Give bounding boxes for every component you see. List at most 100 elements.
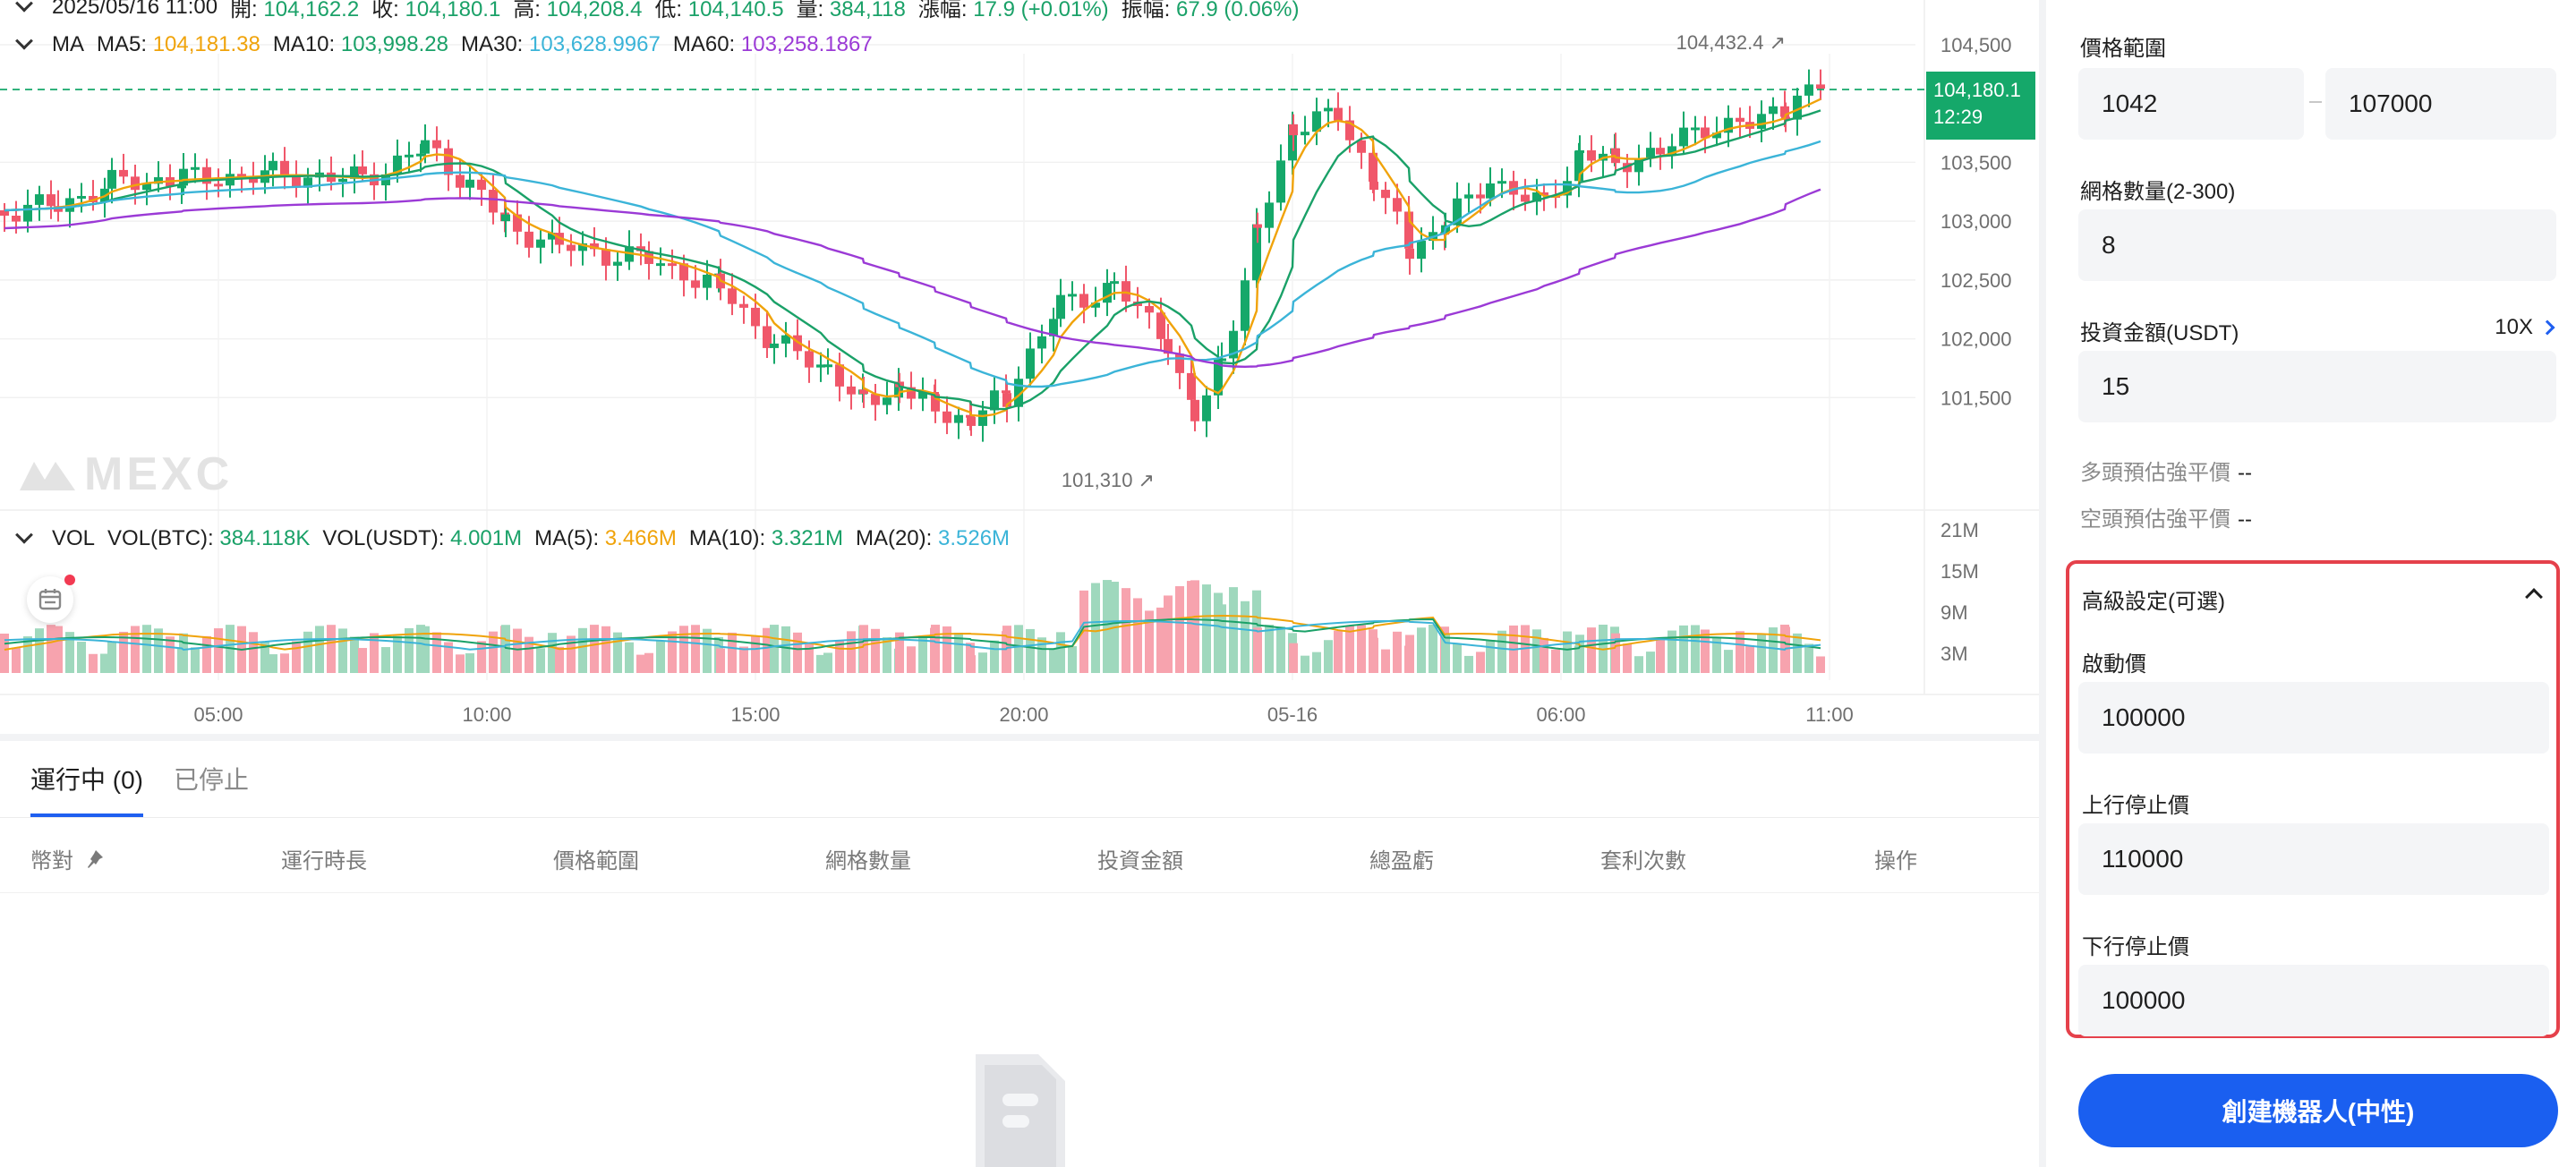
orders-section: 運行中 (0) 已停止 幣對 運行時長 價格範圍 網格數量 投資金額 總盈虧 套… — [0, 734, 2039, 1167]
volume-bar — [567, 635, 576, 673]
volume-bar — [1757, 635, 1766, 673]
volume-bar — [644, 652, 653, 673]
investment-input[interactable]: 15 — [2078, 351, 2556, 422]
time-tick-label: 20:00 — [999, 703, 1048, 726]
vol-usdt-value: 4.001M — [450, 526, 523, 550]
candle-up — [142, 183, 151, 191]
candle-up — [770, 343, 779, 348]
volume-bar — [1712, 638, 1721, 673]
pin-icon[interactable] — [82, 848, 106, 871]
candle-up — [536, 239, 545, 248]
candle-up — [954, 414, 963, 423]
volume-bar — [895, 632, 904, 673]
price-high-input[interactable]: 107000 — [2325, 68, 2556, 140]
volume-bar — [1312, 652, 1321, 673]
candle-up — [1091, 302, 1100, 308]
upper-stop-input[interactable]: 110000 — [2078, 823, 2549, 895]
candle-down — [931, 394, 940, 412]
volume-bar — [1217, 604, 1226, 673]
volume-bar — [1724, 650, 1733, 673]
candle-up — [1103, 283, 1112, 303]
vol-collapse-chevron-icon[interactable] — [15, 525, 33, 544]
candle-up — [1014, 379, 1023, 407]
ma-collapse-chevron-icon[interactable] — [15, 31, 33, 50]
mexc-watermark-logo: MEXC — [18, 447, 233, 501]
volume-bar — [954, 632, 963, 673]
volume-bar — [89, 653, 98, 673]
volume-bar — [679, 626, 688, 673]
leverage-selector[interactable]: 10X — [2495, 315, 2555, 340]
candle-down — [1476, 194, 1485, 199]
candle-up — [23, 204, 32, 222]
vol-label[interactable]: VOL — [52, 526, 96, 550]
candle-down — [1393, 198, 1402, 212]
candle-up — [1037, 336, 1046, 349]
candle-down — [1405, 248, 1414, 260]
candle-down — [1540, 192, 1548, 195]
candle-down — [1816, 84, 1825, 89]
volume-bar — [728, 632, 737, 673]
candle-up — [1668, 146, 1676, 155]
candle-down — [943, 411, 951, 423]
volume-bar — [0, 634, 9, 673]
candle-down — [12, 216, 21, 222]
volume-bar — [489, 631, 498, 673]
vol-btc-value: 384.118K — [219, 526, 311, 550]
chart-canvas[interactable]: 104,500 103,500 103,000 102,500 102,000 101,5… — [0, 0, 2039, 734]
volume-bar — [1540, 637, 1548, 673]
lower-stop-input[interactable]: 100000 — [2078, 965, 2549, 1036]
volume-bar — [191, 647, 200, 673]
price-tick-label: 102,000 — [1941, 328, 2012, 351]
time-tick-label: 06:00 — [1536, 703, 1585, 726]
volume-bar — [119, 631, 128, 673]
short-liq-value: -- — [2238, 507, 2252, 532]
kline-chart[interactable]: 104,500 103,500 103,000 102,500 102,000 101,5… — [0, 0, 2039, 734]
candle-up — [1769, 106, 1778, 115]
candle-up — [1056, 294, 1065, 319]
candle-up — [1679, 127, 1688, 147]
volume-bar — [1049, 649, 1058, 673]
candle-down — [601, 249, 610, 266]
ma30-line — [4, 140, 1821, 388]
low-price-mark: 101,310 ↗ — [1062, 469, 1155, 491]
price-tick-label: 103,500 — [1941, 151, 2012, 174]
price-tick-label: 102,500 — [1941, 269, 2012, 292]
candle-up — [918, 391, 927, 399]
calendar-icon — [38, 589, 62, 610]
candle-up — [781, 335, 790, 344]
price-tick-label: 101,500 — [1941, 387, 2012, 409]
volume-bar — [1769, 627, 1778, 673]
candle-up — [548, 233, 557, 240]
candle-down — [1079, 294, 1088, 308]
candle-up — [154, 177, 163, 184]
candle-down — [358, 166, 367, 175]
volume-bar — [421, 626, 430, 673]
ma-label[interactable]: MA — [52, 32, 84, 56]
candle-up — [613, 261, 622, 266]
volume-bar — [793, 632, 802, 673]
ohlc-close: 104,180.1 — [405, 0, 501, 21]
volume-bar — [1551, 649, 1560, 673]
grid-count-input[interactable]: 8 — [2078, 209, 2556, 281]
mexc-logo-icon — [20, 462, 75, 490]
volume-bar — [859, 625, 868, 673]
vol-ma20-value: 3.526M — [937, 526, 1011, 550]
price-low-input[interactable]: 1042 — [2078, 68, 2304, 140]
col-arbitrage-count: 套利次數 — [1600, 849, 1686, 873]
volume-bar — [1145, 610, 1154, 673]
volume-bar — [35, 628, 44, 673]
chevron-up-icon[interactable] — [2525, 588, 2543, 606]
volume-bar — [1253, 627, 1262, 673]
tab-stopped[interactable]: 已停止 — [174, 766, 250, 794]
candle-up — [1793, 95, 1802, 120]
volume-bar — [835, 640, 844, 673]
trigger-price-input[interactable]: 100000 — [2078, 682, 2549, 754]
advanced-settings-toggle[interactable]: 高級設定(可選) — [2082, 590, 2225, 614]
tab-running[interactable]: 運行中 (0) — [30, 761, 144, 817]
create-bot-button[interactable]: 創建機器人(中性) — [2078, 1074, 2558, 1147]
collapse-chevron-icon[interactable] — [15, 0, 33, 13]
volume-bar — [1804, 643, 1813, 673]
volume-bar — [249, 632, 258, 673]
candle-down — [1369, 182, 1378, 191]
candle-down — [1404, 211, 1413, 249]
